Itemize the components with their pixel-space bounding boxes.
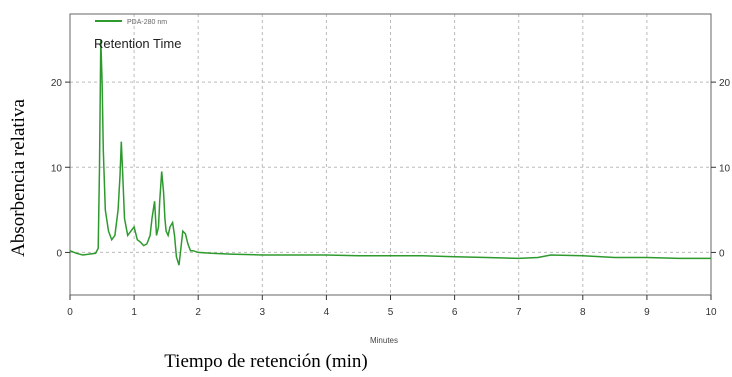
legend-line-label: PDA-280 nm [127,19,167,26]
x-tick-label: 3 [260,307,266,318]
x-tick-label: 6 [452,307,458,318]
y-tick-label-left: 20 [51,78,63,89]
x-axis-label: Tiempo de retención (min) [164,351,368,372]
y-tick-label-right: 10 [719,163,731,174]
y-tick-label-left: 10 [51,163,63,174]
y-tick-label-right: 20 [719,78,731,89]
ticks-layer: 0 1 2 3 4 5 6 7 8 9 10 0 0 10 10 20 20 [51,78,731,318]
x-tick-label: 10 [705,307,717,318]
legend: PDA-280 nm Retention Time [94,19,181,51]
x-tick-label: 8 [580,307,586,318]
x-tick-label: 1 [131,307,137,318]
x-tick-label: 2 [195,307,201,318]
series-line-pda-280nm [69,39,711,266]
x-tick-label: 4 [324,307,330,318]
x-tick-label: 9 [644,307,650,318]
x-tick-label: 7 [516,307,522,318]
grid-layer [70,14,711,295]
legend-series-label: Retention Time [94,36,181,51]
x-axis-small-label: Minutes [370,336,398,345]
y-tick-label-left: 0 [56,248,62,259]
y-axis-label: Absorbencia relativa [8,99,29,257]
x-tick-label: 5 [388,307,394,318]
y-tick-label-right: 0 [719,248,725,259]
x-tick-label: 0 [67,307,73,318]
